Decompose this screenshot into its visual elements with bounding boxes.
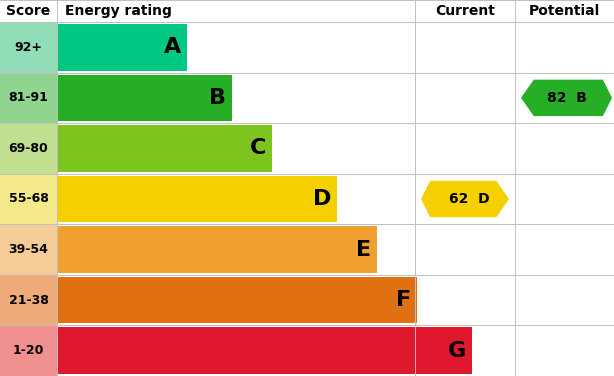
Text: G: G [448,341,466,361]
Bar [0,275,57,326]
Text: 82  B: 82 B [546,91,586,105]
Text: F: F [396,290,411,310]
Text: 69-80: 69-80 [9,142,49,155]
Text: B: B [209,88,226,108]
Text: A: A [164,37,181,57]
Bar [0,224,57,275]
Bar [57,74,232,121]
Bar [57,277,417,323]
Bar [0,22,57,73]
Bar [57,176,337,222]
Bar [0,174,57,224]
Polygon shape [521,80,612,116]
Text: Current: Current [435,4,495,18]
Text: 92+: 92+ [15,41,42,54]
Text: Score: Score [6,4,50,18]
Text: E: E [356,240,371,259]
Text: 21-38: 21-38 [9,294,49,307]
Polygon shape [421,181,509,217]
Text: Energy rating: Energy rating [65,4,172,18]
Bar [57,226,377,273]
Text: D: D [313,189,331,209]
Text: 55-68: 55-68 [9,193,49,206]
Text: C: C [250,138,266,158]
Bar [57,24,187,71]
Text: 39-54: 39-54 [9,243,49,256]
Bar [0,326,57,376]
Text: 81-91: 81-91 [9,91,49,105]
Text: Potential: Potential [529,4,600,18]
Bar [0,73,57,123]
Bar [57,327,472,374]
Bar [0,123,57,174]
Text: 1-20: 1-20 [13,344,44,357]
Text: 62  D: 62 D [449,192,490,206]
Bar [57,125,272,172]
